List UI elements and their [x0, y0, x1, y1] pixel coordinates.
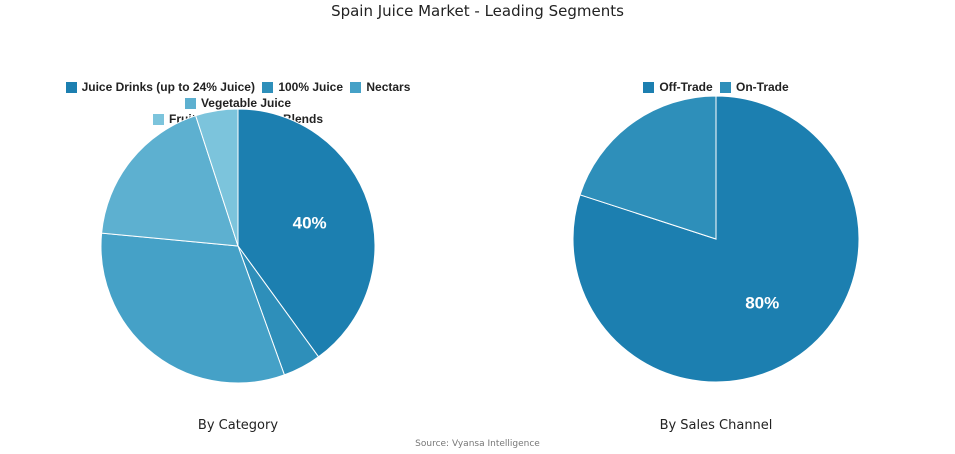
pie-slice [100, 232, 286, 384]
legend-label: 100% Juice [278, 80, 344, 94]
pie-slice [101, 115, 239, 247]
legend-item: Off-Trade [643, 80, 713, 95]
pie-slice [195, 108, 239, 247]
legend-swatch [720, 82, 731, 93]
legend-label: Juice Drinks (up to 24% Juice) [81, 80, 255, 94]
data-label: 40% [293, 214, 327, 233]
legend-swatch [643, 82, 655, 93]
legend-label: Off-Trade [659, 80, 713, 94]
legend-swatch [262, 82, 274, 93]
legend-label: On-Trade [736, 80, 789, 94]
source-note: Source: Vyansa Intelligence [415, 439, 540, 449]
legend-item: On-Trade [720, 80, 789, 95]
legend-channel: Off-Trade On-Trade [566, 80, 866, 96]
legend-swatch [350, 82, 362, 93]
subtitle-channel: By Sales Channel [659, 418, 773, 433]
legend-swatch [65, 82, 77, 93]
subtitle-category: By Category [197, 418, 279, 433]
pie-slice [237, 108, 376, 358]
legend-item: Juice Drinks (up to 24% Juice) [65, 80, 255, 95]
legend-item: Vegetable Juice [184, 96, 292, 111]
legend-item: 100% Juice [262, 80, 343, 95]
data-label: 80% [745, 294, 779, 313]
legend-item: Nectars [350, 80, 410, 95]
legend-label: Vegetable Juice [200, 96, 292, 110]
chart-title: Spain Juice Market - Leading Segments [331, 2, 624, 20]
legend-swatch [152, 114, 164, 125]
legend-swatch [184, 98, 196, 109]
pie-slice [579, 95, 717, 240]
legend-label: Nectars [366, 80, 411, 94]
